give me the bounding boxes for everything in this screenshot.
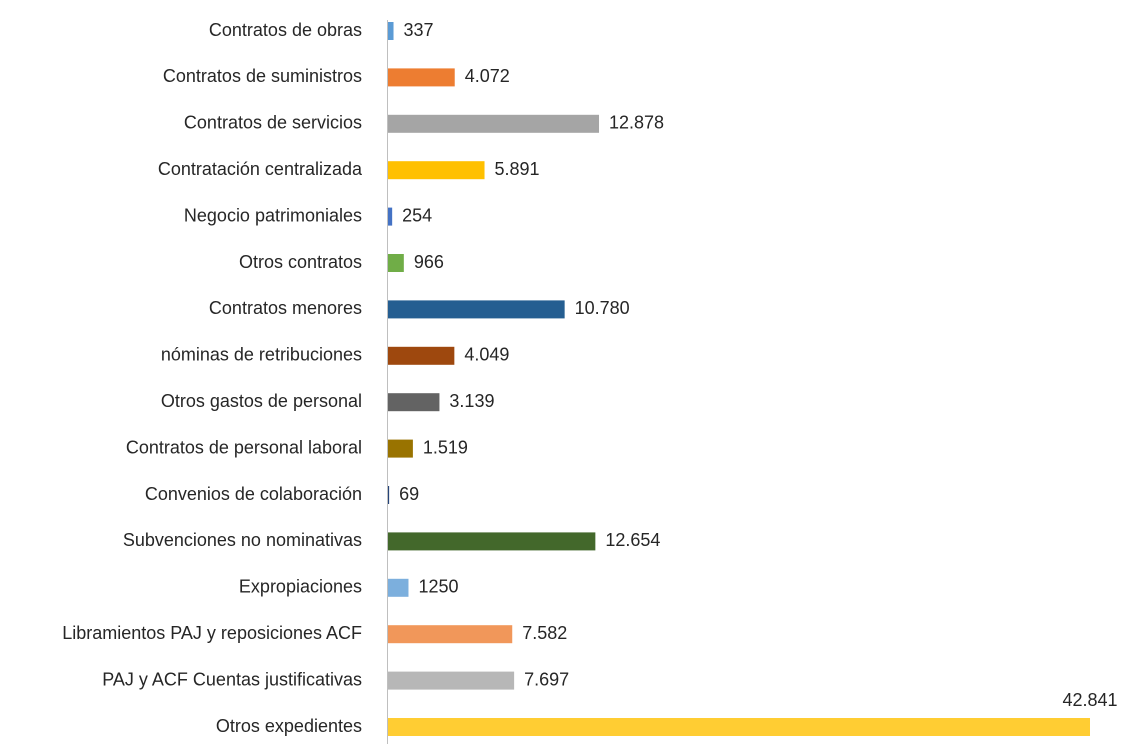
category-label: Otros expedientes	[216, 716, 362, 736]
bar	[388, 532, 596, 551]
value-label: 42.841	[1062, 690, 1117, 710]
bar	[388, 439, 413, 458]
bar	[388, 346, 455, 365]
bar	[388, 22, 394, 40]
value-label: 7.582	[522, 623, 567, 643]
bar	[388, 300, 565, 319]
category-label: Expropiaciones	[239, 577, 362, 597]
value-label: 966	[414, 252, 444, 272]
value-label: 4.072	[465, 66, 510, 86]
bar	[388, 625, 513, 644]
value-label: 4.049	[464, 345, 509, 365]
category-label: Convenios de colaboración	[145, 484, 362, 504]
category-label: Contratos de servicios	[184, 113, 362, 133]
bar	[388, 718, 1090, 736]
value-label: 254	[402, 205, 432, 225]
bar	[388, 207, 393, 226]
category-label: Contratos de personal laboral	[126, 437, 362, 457]
category-label: nóminas de retribuciones	[161, 345, 362, 365]
value-label: 7.697	[524, 669, 569, 689]
category-label: Otros contratos	[239, 252, 362, 272]
category-label: Libramientos PAJ y reposiciones ACF	[62, 623, 362, 643]
bar	[388, 68, 455, 87]
bar	[388, 671, 515, 690]
category-label: Contratos de suministros	[163, 66, 362, 86]
category-label: Contratos menores	[209, 298, 362, 318]
value-label: 1.519	[423, 437, 468, 457]
category-label: PAJ y ACF Cuentas justificativas	[102, 669, 362, 689]
value-label: 3.139	[449, 391, 494, 411]
bar	[388, 578, 409, 597]
category-label: Contratos de obras	[209, 20, 362, 40]
bar	[388, 486, 390, 504]
bar	[388, 114, 600, 133]
category-label: Negocio patrimoniales	[184, 205, 362, 225]
value-label: 12.654	[605, 530, 660, 550]
bar	[388, 161, 485, 180]
value-label: 12.878	[609, 113, 664, 133]
category-label: Otros gastos de personal	[161, 391, 362, 411]
value-label: 337	[404, 20, 434, 40]
bar	[388, 393, 440, 412]
value-label: 1250	[418, 577, 458, 597]
value-label: 10.780	[575, 298, 630, 318]
bar	[388, 254, 404, 272]
value-label: 5.891	[495, 159, 540, 179]
category-label: Contratación centralizada	[158, 159, 363, 179]
category-label: Subvenciones no nominativas	[123, 530, 362, 550]
value-label: 69	[399, 484, 419, 504]
